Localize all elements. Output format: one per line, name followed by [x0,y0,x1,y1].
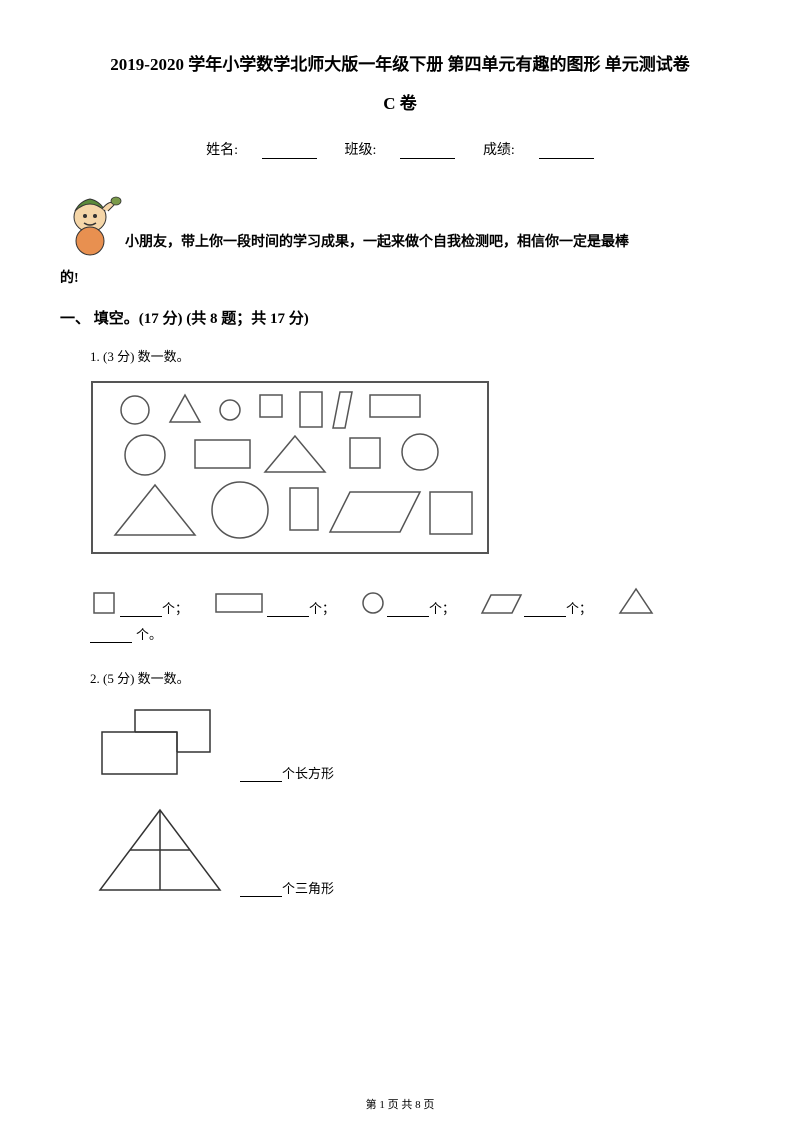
page-footer: 第 1 页 共 8 页 [0,1096,800,1112]
overlapping-rectangles-icon [90,702,240,782]
info-row: 姓名: 班级: 成绩: [60,139,740,159]
question-1-label: 1. (3 分) 数一数。 [90,346,740,365]
suffix: 个； [429,598,455,617]
score-blank [539,145,594,159]
tri-label: 个三角形 [282,878,334,897]
square-icon [90,589,120,617]
intro-text-2: 的! [60,267,740,287]
triangle-icon [616,585,656,617]
q2-rect-item: 个长方形 [90,702,740,782]
rectangle-icon [212,589,267,617]
blank [524,605,566,617]
intro-text-1: 小朋友，带上你一段时间的学习成果，一起来做个自我检测吧，相信你一定是最棒 [125,189,629,257]
answer-row-1b: 个。 [90,624,740,643]
blank [120,605,162,617]
rect-label: 个长方形 [282,763,334,782]
score-label: 成绩: [483,143,515,158]
intro-row: 小朋友，带上你一段时间的学习成果，一起来做个自我检测吧，相信你一定是最棒 [60,189,740,259]
section-1-header: 一、 填空。(17 分) (共 8 题；共 17 分) [60,307,740,328]
question-2-label: 2. (5 分) 数一数。 [90,668,740,687]
class-label: 班级: [345,143,377,158]
class-blank [400,145,455,159]
blank [387,605,429,617]
blank [267,605,309,617]
divided-triangle-icon [90,802,240,897]
parallelogram-icon [479,589,524,617]
suffix-last: 个。 [136,624,162,643]
suffix: 个； [309,598,335,617]
page-title: 2019-2020 学年小学数学北师大版一年级下册 第四单元有趣的图形 单元测试… [60,50,740,81]
answer-row-1: 个； 个； 个； 个； [90,585,740,617]
shapes-diagram [90,380,490,555]
shapes-container [90,380,740,560]
blank [240,885,282,897]
blank [240,770,282,782]
blank [90,631,132,643]
mascot-icon [60,189,125,259]
page-subtitle: C 卷 [60,89,740,114]
name-label: 姓名: [206,143,238,158]
q2-tri-item: 个三角形 [90,802,740,897]
suffix: 个； [566,598,592,617]
suffix: 个； [162,598,188,617]
circle-icon [359,589,387,617]
name-blank [262,145,317,159]
